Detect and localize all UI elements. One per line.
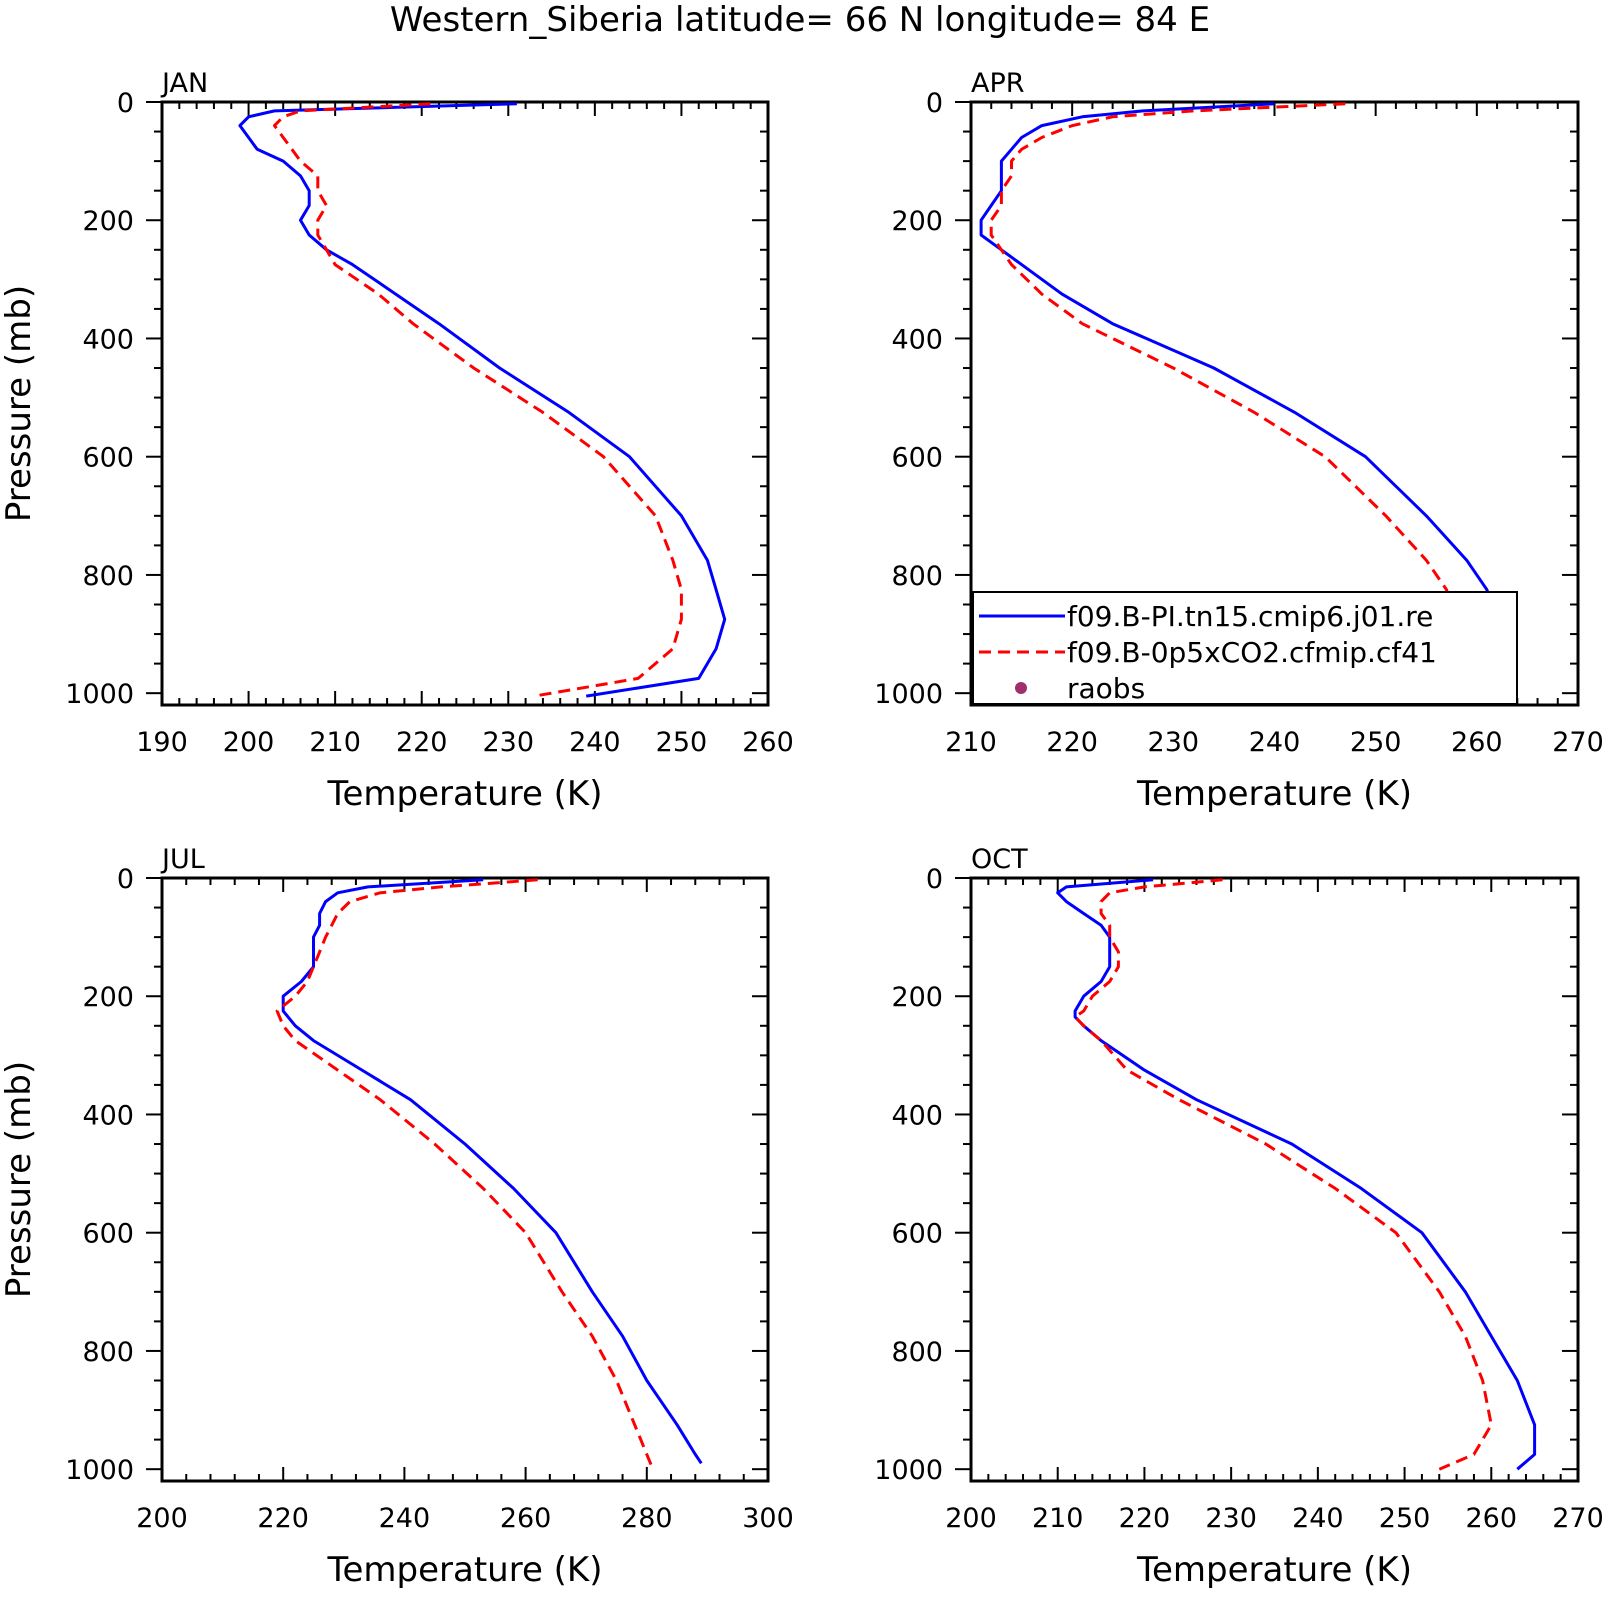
y-tick-label: 600 — [82, 443, 134, 474]
x-tick-label: 250 — [1350, 727, 1402, 758]
x-tick-label: 300 — [742, 1503, 794, 1534]
plot-frame — [969, 876, 1580, 1483]
x-tick-label: 260 — [1451, 727, 1503, 758]
x-tick-label: 210 — [309, 727, 361, 758]
y-tick-label: 600 — [891, 1219, 943, 1250]
x-tick-label: 240 — [569, 727, 621, 758]
x-axis-title: Temperature (K) — [1136, 774, 1412, 814]
legend-label: f09.B-PI.tn15.cmip6.j01.re — [1067, 600, 1433, 633]
x-axis-title: Temperature (K) — [326, 1550, 602, 1590]
y-tick-label: 1000 — [65, 679, 134, 710]
series-line-pi — [1056, 878, 1537, 1471]
x-tick-label: 220 — [1119, 1503, 1171, 1534]
x-tick-label: 230 — [483, 727, 535, 758]
x-tick-label: 200 — [945, 1503, 997, 1534]
x-tick-label: 250 — [1379, 1503, 1431, 1534]
series-line-co2 — [1073, 878, 1493, 1471]
figure-title: Western_Siberia latitude= 66 N longitude… — [390, 0, 1210, 40]
panel-title: JUL — [160, 844, 205, 875]
y-tick-label: 200 — [82, 982, 134, 1013]
series-line-co2 — [989, 102, 1459, 695]
legend-marker — [1015, 682, 1027, 694]
panel-title: APR — [971, 68, 1025, 99]
tick-marks — [146, 101, 769, 705]
x-tick-label: 200 — [223, 727, 275, 758]
series-line-pi — [281, 878, 703, 1465]
x-tick-label: 210 — [1032, 1503, 1084, 1534]
y-tick-label: 200 — [891, 206, 943, 237]
y-tick-label: 800 — [891, 561, 943, 592]
x-tick-label: 240 — [379, 1503, 431, 1534]
series-line-co2 — [273, 102, 683, 698]
y-tick-label: 200 — [82, 206, 134, 237]
x-axis-title: Temperature (K) — [326, 774, 602, 814]
y-tick-label: 200 — [891, 982, 943, 1013]
x-tick-label: 260 — [1466, 1503, 1518, 1534]
series-line-co2 — [275, 878, 655, 1470]
x-tick-label: 190 — [136, 727, 188, 758]
legend: f09.B-PI.tn15.cmip6.j01.ref09.B-0p5xCO2.… — [972, 591, 1518, 705]
panel-jan: 190 200 210 220 230 240 250 260 0 200 400 600 800 100… — [0, 68, 794, 814]
y-tick-label: 800 — [82, 1337, 134, 1368]
y-axis-title: Pressure (mb) — [0, 285, 39, 522]
tick-marks — [955, 877, 1579, 1481]
series-line-pi — [238, 102, 727, 698]
x-tick-label: 280 — [621, 1503, 673, 1534]
panel-title: OCT — [971, 844, 1028, 875]
x-tick-label: 270 — [1552, 1503, 1604, 1534]
panel-oct: 200 210 220 230 240 250 260 270 0 200 400 600 800 100… — [874, 844, 1603, 1590]
y-tick-label: 400 — [82, 324, 134, 355]
x-tick-label: 220 — [396, 727, 448, 758]
tick-marks — [146, 877, 769, 1481]
y-tick-label: 600 — [82, 1219, 134, 1250]
x-tick-label: 200 — [136, 1503, 188, 1534]
plot-frame — [160, 876, 770, 1483]
panel-apr: 210 220 230 240 250 260 270 0 200 400 600 800 1000 AP… — [874, 68, 1603, 814]
panels: 190 200 210 220 230 240 250 260 0 200 400 600 800 100… — [0, 68, 1604, 1590]
series-line-pi — [979, 102, 1509, 695]
y-axis-title: Pressure (mb) — [0, 1061, 39, 1298]
panel-title: JAN — [160, 68, 208, 99]
legend-label: f09.B-0p5xCO2.cfmip.cf41 — [1067, 636, 1437, 669]
y-tick-label: 600 — [891, 443, 943, 474]
x-tick-label: 210 — [945, 727, 997, 758]
legend-label: raobs — [1067, 672, 1145, 705]
plot-frame — [160, 100, 770, 707]
y-tick-label: 0 — [117, 88, 134, 119]
y-tick-label: 0 — [926, 864, 943, 895]
y-tick-label: 1000 — [65, 1455, 134, 1486]
x-tick-label: 270 — [1552, 727, 1604, 758]
y-tick-label: 800 — [82, 561, 134, 592]
x-tick-label: 240 — [1249, 727, 1301, 758]
y-tick-label: 1000 — [874, 1455, 943, 1486]
y-tick-label: 400 — [82, 1100, 134, 1131]
x-axis-title: Temperature (K) — [1136, 1550, 1412, 1590]
x-tick-label: 230 — [1148, 727, 1200, 758]
x-tick-label: 240 — [1292, 1503, 1344, 1534]
x-tick-label: 220 — [1046, 727, 1098, 758]
y-tick-label: 800 — [891, 1337, 943, 1368]
y-tick-label: 0 — [926, 88, 943, 119]
legend-box — [972, 591, 1518, 705]
y-tick-label: 1000 — [874, 679, 943, 710]
y-tick-label: 400 — [891, 1100, 943, 1131]
x-tick-label: 230 — [1205, 1503, 1257, 1534]
x-tick-label: 250 — [656, 727, 708, 758]
y-tick-label: 400 — [891, 324, 943, 355]
panel-jul: 200 220 240 260 280 300 0 200 400 600 800 1000 JUL Te… — [0, 844, 794, 1590]
x-tick-label: 220 — [257, 1503, 309, 1534]
y-tick-label: 0 — [117, 864, 134, 895]
x-tick-label: 260 — [742, 727, 794, 758]
x-tick-label: 260 — [500, 1503, 552, 1534]
